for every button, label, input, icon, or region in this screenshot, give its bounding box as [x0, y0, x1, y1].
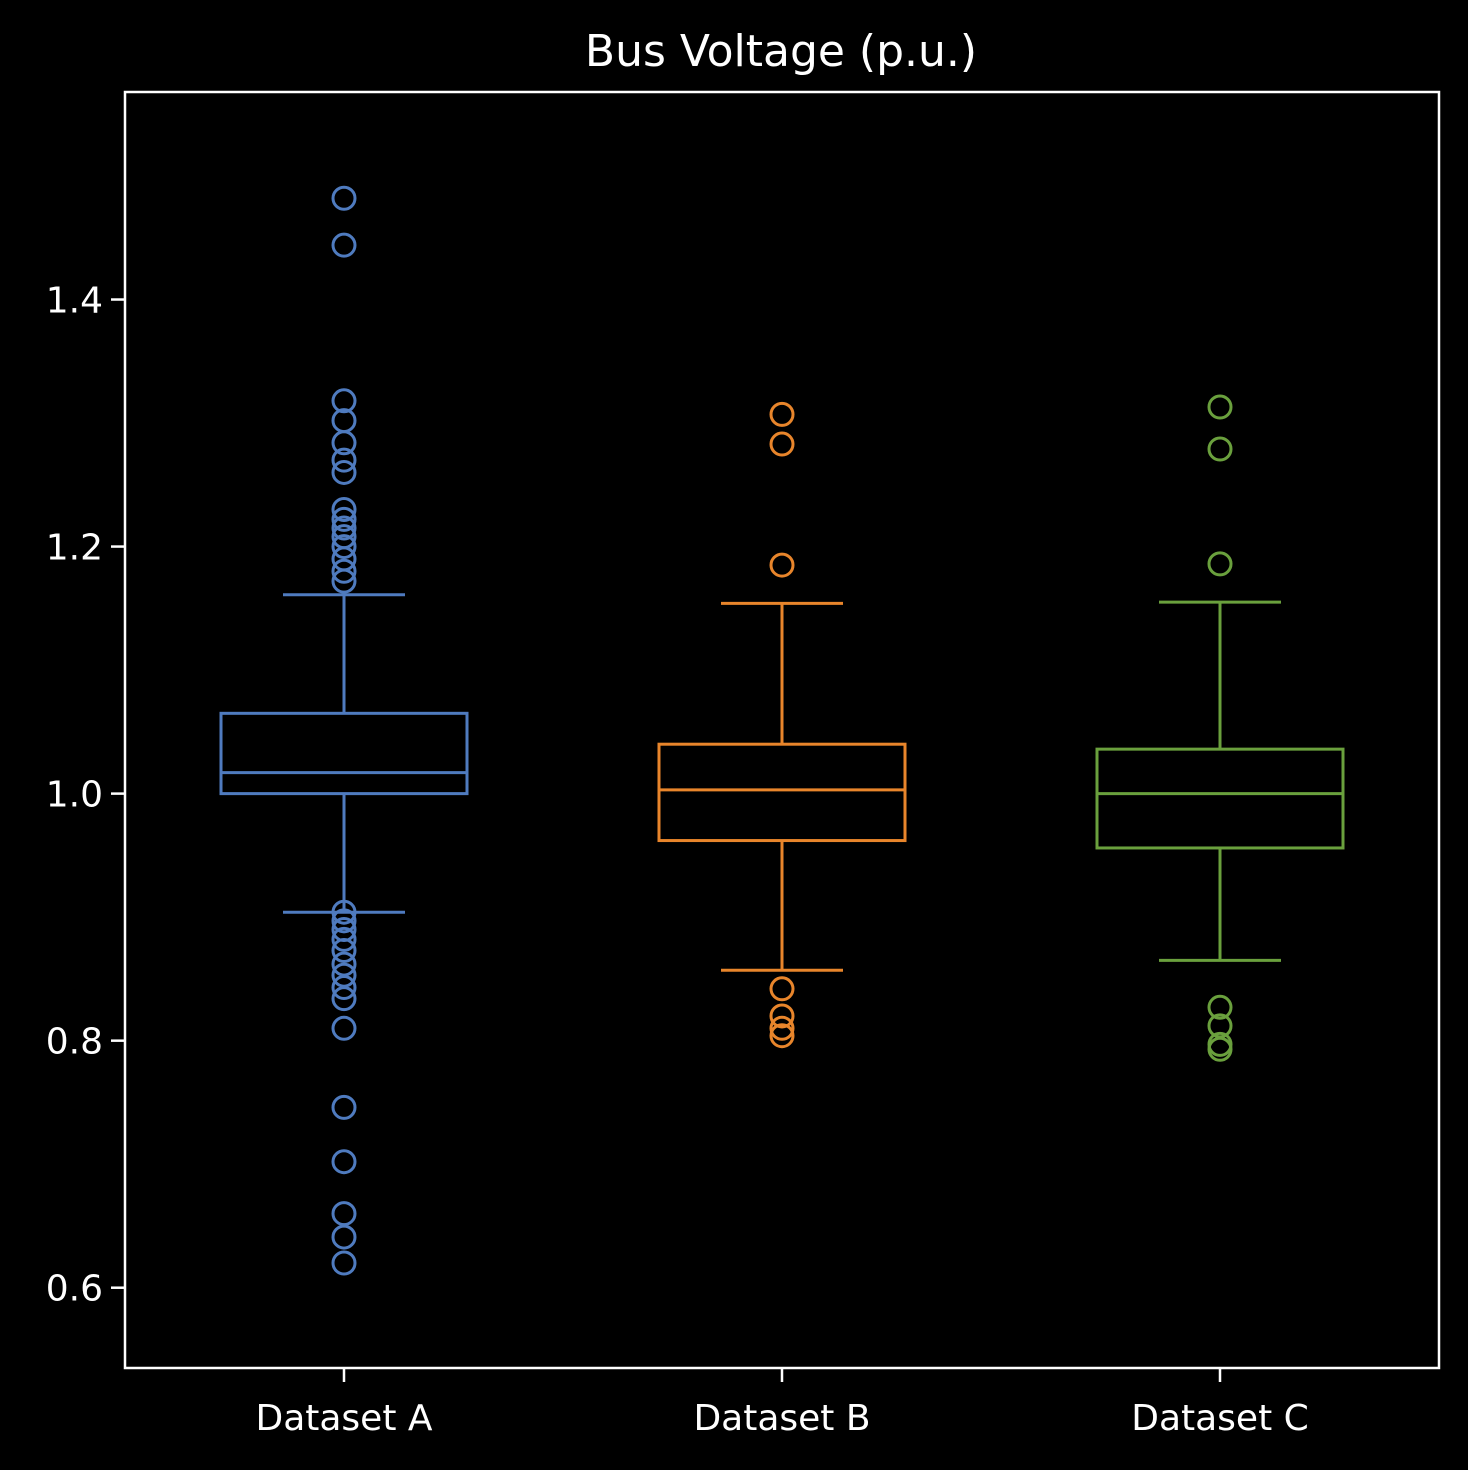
- outlier-point: [331, 986, 357, 1012]
- outlier-point: [331, 558, 357, 584]
- y-tick-label: 1.0: [46, 775, 103, 816]
- outlier-point: [331, 430, 357, 456]
- outlier-point: [769, 552, 795, 578]
- outlier-point: [769, 976, 795, 1002]
- outlier-point: [331, 232, 357, 258]
- outlier-point: [331, 975, 357, 1001]
- outlier-point: [1207, 1036, 1233, 1062]
- y-tick-label: 0.8: [46, 1022, 103, 1063]
- iqr-box: [1095, 747, 1345, 850]
- iqr-box: [657, 742, 907, 843]
- outlier-point: [331, 1094, 357, 1120]
- outlier-point: [331, 534, 357, 560]
- outlier-point: [769, 1023, 795, 1049]
- outlier-point: [331, 1149, 357, 1175]
- outlier-point: [331, 1015, 357, 1041]
- outlier-point: [1207, 551, 1233, 577]
- outlier-point: [1207, 436, 1233, 462]
- x-tick-label: Dataset A: [255, 1398, 432, 1439]
- outlier-point: [331, 185, 357, 211]
- outlier-point: [331, 926, 357, 952]
- outlier-point: [331, 506, 357, 532]
- outlier-point: [331, 1224, 357, 1250]
- outlier-point: [331, 568, 357, 594]
- outlier-point: [769, 431, 795, 457]
- outlier-point: [331, 447, 357, 473]
- outlier-point: [331, 459, 357, 485]
- box-group: [219, 185, 469, 1276]
- plot-area: 0.6 0.8 1.0 1.2 1.4 Dataset A Dataset B Dataset…: [46, 90, 1441, 1439]
- outlier-point: [1207, 394, 1233, 420]
- x-tick-label: Dataset C: [1131, 1398, 1309, 1439]
- outlier-point: [769, 1015, 795, 1041]
- box-group: [657, 401, 907, 1049]
- y-tick-label: 1.2: [46, 528, 103, 569]
- outlier-point: [1207, 994, 1233, 1020]
- outlier-point: [331, 899, 357, 925]
- outlier-point: [331, 1250, 357, 1276]
- outlier-point: [331, 515, 357, 541]
- outlier-point: [331, 937, 357, 963]
- outlier-point: [331, 388, 357, 414]
- outlier-point: [331, 1201, 357, 1227]
- y-tick-label: 1.4: [46, 281, 103, 322]
- y-tick-label: 0.6: [46, 1269, 103, 1310]
- iqr-box: [219, 711, 469, 796]
- x-tick-label: Dataset B: [693, 1398, 870, 1439]
- outlier-point: [331, 497, 357, 523]
- outlier-point: [769, 1003, 795, 1029]
- outlier-point: [331, 908, 357, 934]
- outlier-point: [769, 401, 795, 427]
- chart-title: Bus Voltage (p.u.): [585, 26, 977, 77]
- box-group: [1095, 394, 1345, 1062]
